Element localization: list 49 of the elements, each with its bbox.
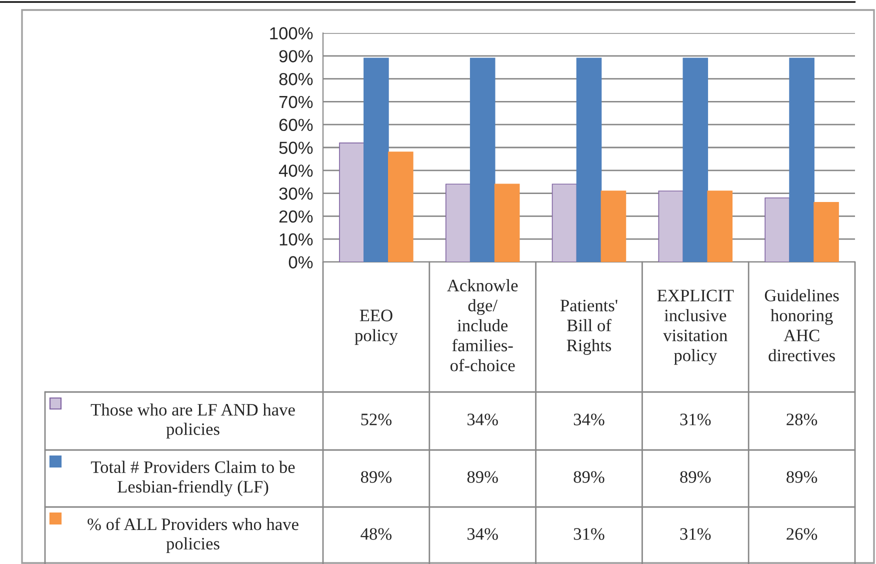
bar: [552, 184, 578, 262]
bar: [658, 190, 684, 262]
bar: [388, 152, 414, 262]
x-tick-label: Guidelines honoring AHC directives: [764, 289, 839, 362]
data-label: 28%: [786, 414, 818, 426]
data-label: 34%: [468, 528, 498, 540]
bar: [576, 58, 602, 262]
bar: [707, 190, 733, 262]
data-label: 31%: [574, 528, 604, 540]
y-tick-label: 80%: [279, 72, 313, 86]
y-tick-label: 60%: [279, 118, 313, 132]
data-label: 89%: [786, 471, 818, 483]
data-label: 31%: [680, 528, 711, 540]
x-tick-label: Patients' Bill of Rights: [560, 300, 618, 355]
y-tick-label: 10%: [280, 233, 313, 246]
bar: [789, 58, 814, 262]
bar: [494, 184, 520, 262]
legend-label: % of ALL Providers who have policies: [88, 518, 298, 554]
data-label: 34%: [574, 414, 604, 426]
data-label: 89%: [680, 471, 711, 483]
y-tick-label: 0%: [288, 256, 313, 268]
legend-label: Those who are LF AND have policies: [90, 403, 295, 439]
bar: [470, 58, 496, 262]
bar: [814, 202, 839, 262]
y-tick-label: 20%: [279, 210, 313, 223]
data-label: 52%: [361, 414, 392, 426]
y-tick-label: 100%: [270, 27, 313, 40]
bar: [364, 58, 389, 262]
data-label: 26%: [786, 528, 818, 540]
data-label: 89%: [467, 471, 498, 483]
data-label: 48%: [360, 528, 392, 540]
bar: [445, 184, 471, 262]
data-label: 89%: [574, 471, 604, 483]
x-tick-label: EEO policy: [354, 310, 398, 345]
y-tick-label: 90%: [279, 50, 313, 62]
data-label: 31%: [680, 414, 711, 426]
y-tick-label: 70%: [279, 96, 313, 108]
bar: [339, 142, 364, 262]
legend-label: Total # Providers Claim to be Lesbian-friendly (LF): [90, 460, 295, 496]
bar: [600, 190, 626, 262]
data-label: 34%: [468, 414, 498, 426]
bar: [764, 197, 790, 262]
data-label: 89%: [360, 471, 392, 483]
x-tick-label: Acknowle dge/ include families- of-choice: [447, 279, 518, 372]
y-tick-label: 30%: [279, 187, 313, 200]
x-tick-label: EXPLICIT inclusive visitation policy: [657, 290, 734, 365]
bar: [682, 58, 708, 262]
y-tick-label: 40%: [278, 164, 313, 177]
y-tick-label: 50%: [279, 142, 313, 154]
